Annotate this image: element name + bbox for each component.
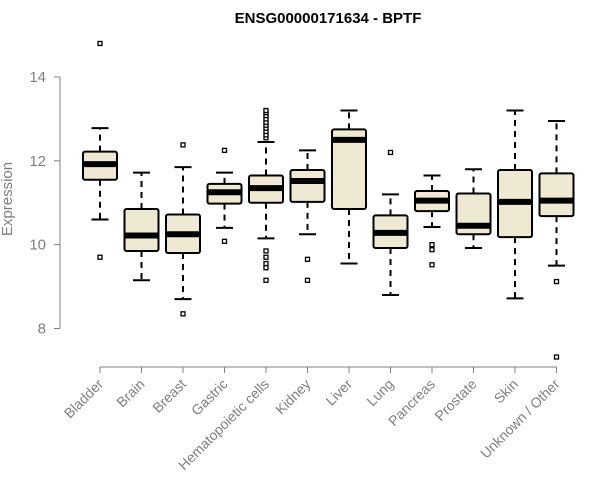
outlier-point: [387, 149, 394, 156]
box-prostate: [455, 168, 492, 250]
outlier-point: [304, 277, 311, 283]
y-axis-label: Expression: [0, 162, 16, 236]
y-tick-label: 8: [38, 321, 46, 338]
iqr-box: [289, 169, 326, 203]
box-bladder: [82, 40, 118, 260]
outlier-point: [263, 260, 269, 267]
y-tick-label: 10: [29, 237, 46, 254]
iqr-box: [331, 128, 367, 211]
box-lung: [372, 149, 409, 296]
chart-title: ENSG00000171634 - BPTF: [235, 10, 422, 27]
x-tick-label: Breast: [149, 376, 189, 416]
outlier-point: [429, 262, 435, 268]
outlier-point: [263, 265, 269, 271]
x-tick-label: Unknown / Other: [477, 376, 563, 462]
y-tick-label: 14: [29, 69, 46, 86]
outlier-point: [263, 254, 269, 260]
x-tick-label: Prostate: [431, 376, 479, 424]
x-tick-label: Liver: [322, 376, 355, 409]
iqr-box: [123, 208, 160, 252]
box-gastric: [206, 147, 243, 244]
outlier-point: [304, 256, 311, 262]
outlier-point: [180, 142, 186, 148]
box-pancreas: [414, 174, 450, 268]
boxes-layer: [82, 40, 575, 360]
x-tick-label: Kidney: [272, 376, 314, 418]
y-axis: 8 10 12 14: [29, 69, 61, 338]
x-tick-label: Skin: [491, 376, 522, 407]
outlier-point: [221, 238, 228, 244]
outlier-point: [429, 242, 435, 248]
x-tick-label: Lung: [363, 376, 396, 409]
outlier-point: [221, 147, 228, 154]
box-kidney: [289, 149, 326, 283]
box-skin: [497, 109, 533, 300]
outlier-point: [263, 107, 269, 114]
y-tick-label: 12: [29, 153, 46, 170]
box-liver: [331, 109, 367, 265]
outlier-point: [553, 354, 560, 360]
outlier-point: [97, 40, 103, 47]
box-brain: [123, 171, 160, 282]
iqr-box: [538, 172, 575, 218]
outlier-point: [429, 247, 435, 253]
box-unknown-other: [538, 120, 575, 360]
x-tick-label: Brain: [113, 376, 147, 410]
outlier-point: [553, 278, 560, 285]
outlier-point: [263, 248, 269, 254]
outlier-point: [97, 254, 103, 260]
outlier-point: [180, 311, 186, 317]
box-hematopoietic-cells: [248, 107, 284, 283]
x-tick-label: Bladder: [61, 376, 107, 422]
outlier-point: [263, 277, 269, 283]
box-breast: [165, 142, 201, 317]
